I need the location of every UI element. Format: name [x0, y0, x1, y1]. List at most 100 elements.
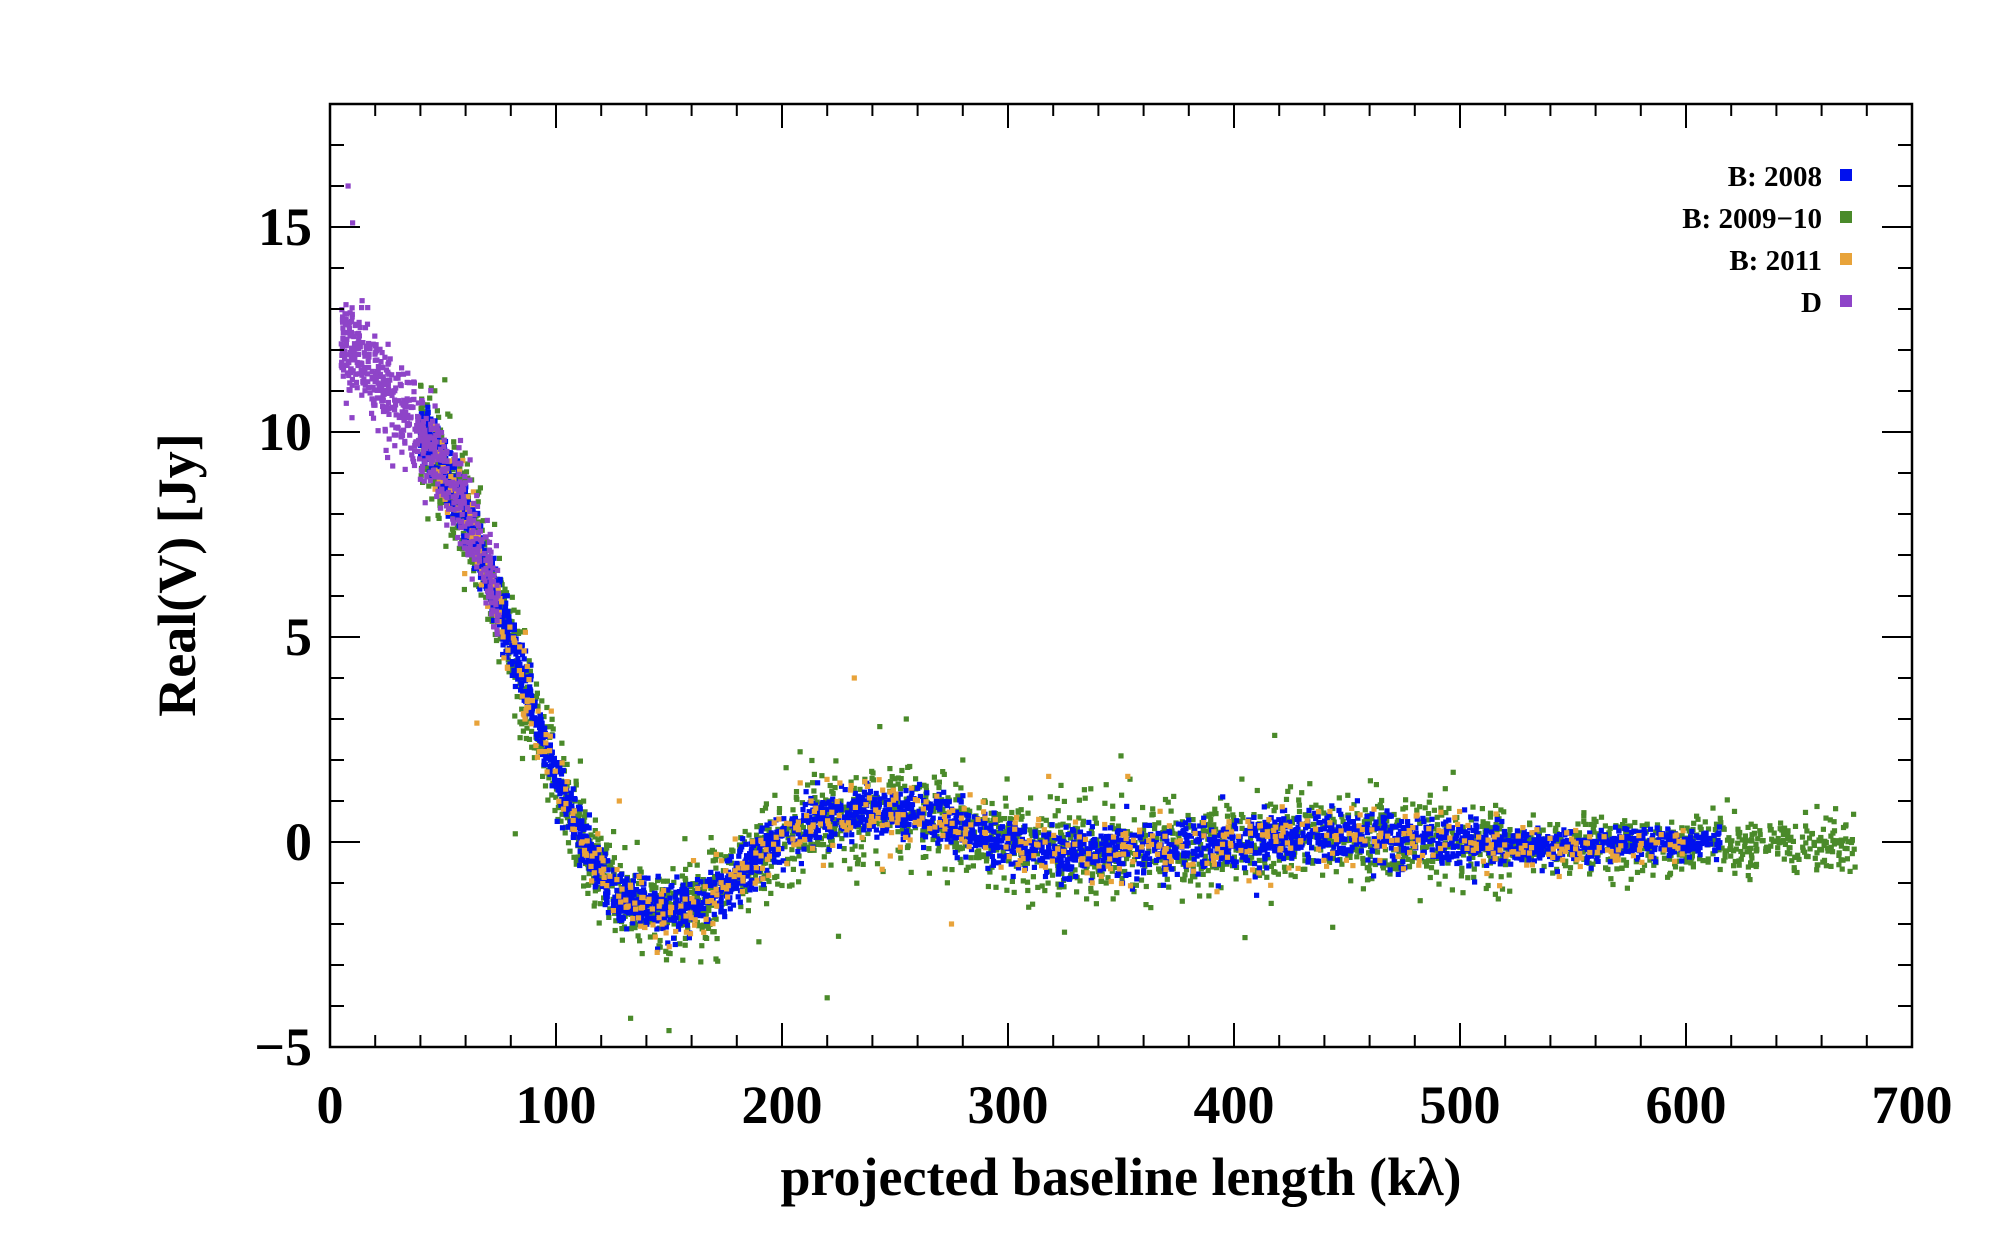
data-point	[832, 831, 838, 837]
data-point	[852, 843, 858, 849]
data-point	[1000, 848, 1006, 854]
data-point	[815, 780, 821, 786]
data-point	[940, 769, 946, 775]
data-point	[1002, 795, 1008, 801]
data-point	[1651, 862, 1657, 868]
data-point	[434, 408, 440, 414]
data-point	[695, 874, 701, 880]
data-point	[1345, 812, 1352, 818]
data-point	[789, 816, 795, 822]
data-point	[1304, 822, 1310, 828]
data-point	[1466, 856, 1472, 862]
data-point	[1129, 862, 1135, 868]
data-point	[1213, 865, 1220, 871]
data-point	[727, 906, 733, 912]
data-point	[1399, 819, 1405, 825]
data-point	[519, 755, 526, 762]
data-point	[1738, 848, 1744, 855]
data-point	[1345, 853, 1351, 859]
data-point	[1811, 842, 1817, 848]
data-point	[613, 918, 619, 924]
data-point	[1590, 827, 1596, 834]
data-point	[1603, 865, 1609, 871]
data-point	[526, 736, 533, 742]
data-point	[1002, 829, 1008, 835]
data-point	[1625, 823, 1631, 829]
data-point	[1195, 882, 1201, 888]
data-point	[1614, 866, 1620, 872]
data-point	[1838, 843, 1844, 849]
data-point	[1015, 865, 1022, 871]
data-point	[1096, 842, 1102, 848]
data-point	[461, 551, 467, 557]
data-point	[772, 792, 778, 798]
data-point	[1424, 844, 1430, 850]
data-point	[1445, 860, 1451, 866]
data-point	[1300, 866, 1306, 872]
data-point	[952, 839, 959, 846]
data-point	[901, 822, 907, 829]
data-point	[976, 855, 982, 861]
data-point	[667, 895, 673, 901]
data-point	[451, 510, 457, 516]
data-point	[931, 808, 937, 814]
data-point	[851, 785, 857, 791]
data-point	[1771, 830, 1777, 836]
data-point	[862, 809, 868, 815]
data-point	[1700, 858, 1706, 864]
data-point	[1180, 856, 1186, 862]
data-point	[581, 875, 587, 881]
data-point	[1068, 873, 1074, 879]
data-point	[821, 854, 827, 860]
data-point	[1678, 847, 1684, 853]
data-point	[1320, 872, 1326, 878]
data-point	[694, 894, 701, 901]
data-point	[1162, 796, 1169, 803]
data-point	[679, 873, 685, 879]
data-point	[1146, 869, 1153, 875]
data-point	[768, 820, 774, 827]
data-point	[707, 882, 713, 888]
data-point	[1844, 856, 1850, 862]
data-point	[1844, 846, 1850, 852]
data-point	[622, 845, 628, 851]
data-point	[1106, 852, 1113, 859]
data-point	[1827, 817, 1833, 823]
data-point	[1215, 838, 1221, 844]
data-point	[542, 725, 548, 731]
data-point	[1553, 825, 1559, 831]
data-point	[923, 783, 929, 789]
data-point	[1679, 858, 1685, 864]
data-point	[1712, 847, 1718, 853]
data-point	[485, 616, 491, 622]
data-point	[1508, 861, 1514, 867]
data-point	[1082, 795, 1088, 801]
data-point	[551, 773, 558, 779]
data-point	[886, 782, 892, 788]
data-point	[884, 826, 890, 832]
data-point	[595, 886, 601, 892]
data-point	[897, 848, 903, 854]
data-point	[1688, 834, 1694, 840]
data-point	[763, 826, 769, 832]
data-point	[742, 828, 748, 835]
data-point	[1665, 826, 1671, 832]
data-point	[506, 669, 512, 675]
data-point	[1528, 834, 1534, 841]
data-point	[968, 855, 974, 861]
data-point	[849, 839, 855, 845]
data-point	[512, 713, 518, 719]
data-point	[1248, 835, 1254, 841]
data-point	[1095, 857, 1101, 863]
data-point	[1537, 855, 1543, 861]
data-point	[418, 473, 424, 479]
data-points	[338, 183, 1858, 1034]
data-point	[953, 809, 959, 815]
data-point	[1143, 902, 1149, 908]
data-point	[1694, 813, 1700, 819]
data-point	[800, 825, 806, 831]
data-point	[1622, 818, 1628, 824]
data-point	[1794, 869, 1800, 876]
data-point	[1431, 807, 1437, 813]
data-point	[1371, 836, 1377, 842]
